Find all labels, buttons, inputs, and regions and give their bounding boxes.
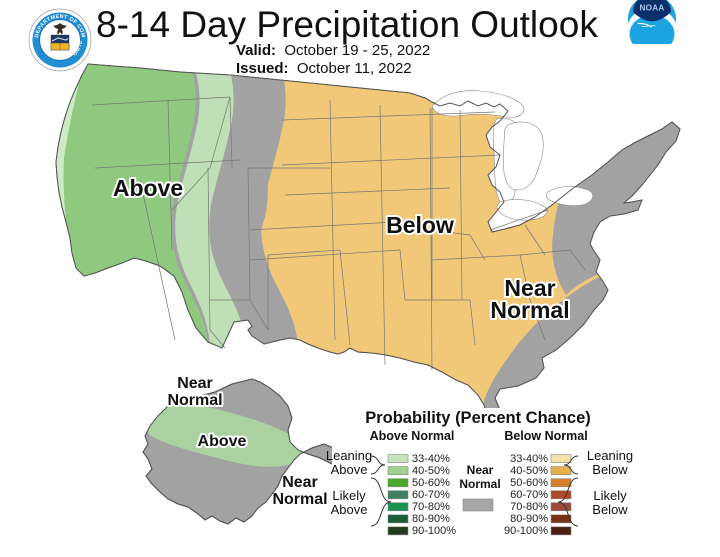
- svg-text:Above: Above: [331, 462, 368, 477]
- svg-text:40-50%: 40-50%: [412, 465, 450, 477]
- svg-text:80-90%: 80-90%: [510, 513, 548, 525]
- svg-text:33-40%: 33-40%: [510, 453, 548, 465]
- svg-text:60-70%: 60-70%: [510, 489, 548, 501]
- svg-text:50-60%: 50-60%: [412, 477, 450, 489]
- svg-text:Below Normal: Below Normal: [504, 429, 587, 443]
- svg-text:Above Normal: Above Normal: [370, 429, 455, 443]
- svg-text:Likely: Likely: [332, 488, 366, 503]
- svg-text:70-80%: 70-80%: [412, 501, 450, 513]
- svg-text:60-70%: 60-70%: [412, 489, 450, 501]
- svg-text:Normal: Normal: [459, 477, 500, 491]
- svg-text:Below: Below: [592, 502, 628, 517]
- svg-text:90-100%: 90-100%: [412, 525, 456, 537]
- svg-text:Above: Above: [331, 502, 368, 517]
- svg-text:40-50%: 40-50%: [510, 465, 548, 477]
- svg-text:70-80%: 70-80%: [510, 501, 548, 513]
- svg-text:80-90%: 80-90%: [412, 513, 450, 525]
- svg-text:33-40%: 33-40%: [412, 453, 450, 465]
- svg-text:Likely: Likely: [593, 488, 627, 503]
- svg-text:50-60%: 50-60%: [510, 477, 548, 489]
- svg-text:Leaning: Leaning: [326, 448, 372, 463]
- svg-text:90-100%: 90-100%: [504, 525, 548, 537]
- svg-text:Below: Below: [592, 462, 628, 477]
- svg-text:Leaning: Leaning: [587, 448, 633, 463]
- svg-text:Probability (Percent Chance): Probability (Percent Chance): [365, 409, 591, 427]
- svg-text:Near: Near: [467, 463, 494, 477]
